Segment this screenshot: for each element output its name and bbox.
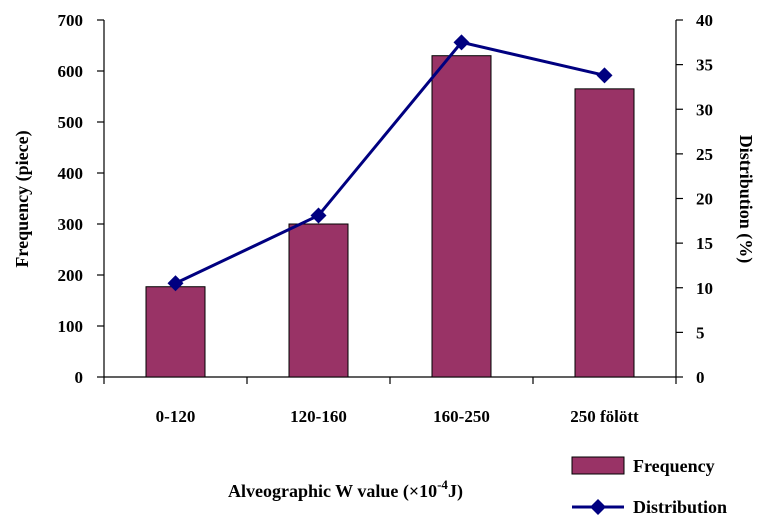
y2-tick-label: 10 bbox=[696, 279, 713, 298]
y-tick-label: 0 bbox=[75, 368, 84, 387]
distribution-point bbox=[310, 207, 327, 224]
y-tick-label: 700 bbox=[58, 11, 84, 30]
x-axis-label: Alveographic W value (×10-4J) bbox=[228, 477, 463, 502]
y2-tick-label: 5 bbox=[696, 323, 705, 342]
y-tick-label: 400 bbox=[58, 164, 84, 183]
y2-tick-label: 30 bbox=[696, 100, 713, 119]
bar bbox=[431, 55, 492, 378]
x-tick-label: 250 fölött bbox=[570, 407, 639, 426]
distribution-point bbox=[453, 34, 470, 51]
bar-series-frequency bbox=[145, 55, 635, 378]
distribution-point bbox=[167, 275, 184, 292]
y-tick-label: 100 bbox=[58, 317, 84, 336]
legend-label-frequency: Frequency bbox=[633, 456, 715, 476]
line-series-distribution bbox=[167, 34, 613, 292]
y2-axis-label: Distribution (%) bbox=[735, 135, 756, 264]
bar bbox=[574, 88, 635, 378]
distribution-point bbox=[596, 67, 613, 84]
x-tick-label: 160-250 bbox=[433, 407, 490, 426]
y-tick-label: 200 bbox=[58, 266, 84, 285]
x-tick-label: 120-160 bbox=[290, 407, 347, 426]
y2-tick-label: 25 bbox=[696, 145, 713, 164]
y-tick-label: 600 bbox=[58, 62, 84, 81]
y2-tick-label: 0 bbox=[696, 368, 705, 387]
distribution-line bbox=[174, 40, 605, 285]
y2-tick-label: 35 bbox=[696, 56, 713, 75]
tick-labels: 0 100 200 300 400 500 600 700 0 5 10 15 20 25 30 35 40 0-… bbox=[58, 11, 714, 426]
y-axis-label: Frequency (piece) bbox=[12, 130, 33, 267]
bar bbox=[145, 286, 206, 378]
x-axis-label-main: Alveographic W value (×10 bbox=[228, 481, 437, 502]
y-tick-label: 500 bbox=[58, 113, 84, 132]
x-axis-label-suffix: J) bbox=[448, 481, 463, 502]
legend-swatch-frequency bbox=[571, 456, 625, 475]
y2-tick-label: 20 bbox=[696, 190, 713, 209]
legend-label-distribution: Distribution bbox=[633, 497, 727, 517]
legend: Frequency Distribution bbox=[571, 456, 727, 517]
bar bbox=[288, 223, 349, 378]
y2-tick-label: 15 bbox=[696, 234, 713, 253]
x-tick-label: 0-120 bbox=[156, 407, 196, 426]
y-tick-label: 300 bbox=[58, 215, 84, 234]
x-axis-label-superscript: -4 bbox=[437, 477, 448, 492]
y2-tick-label: 40 bbox=[696, 11, 713, 30]
legend-marker-distribution bbox=[590, 499, 606, 515]
